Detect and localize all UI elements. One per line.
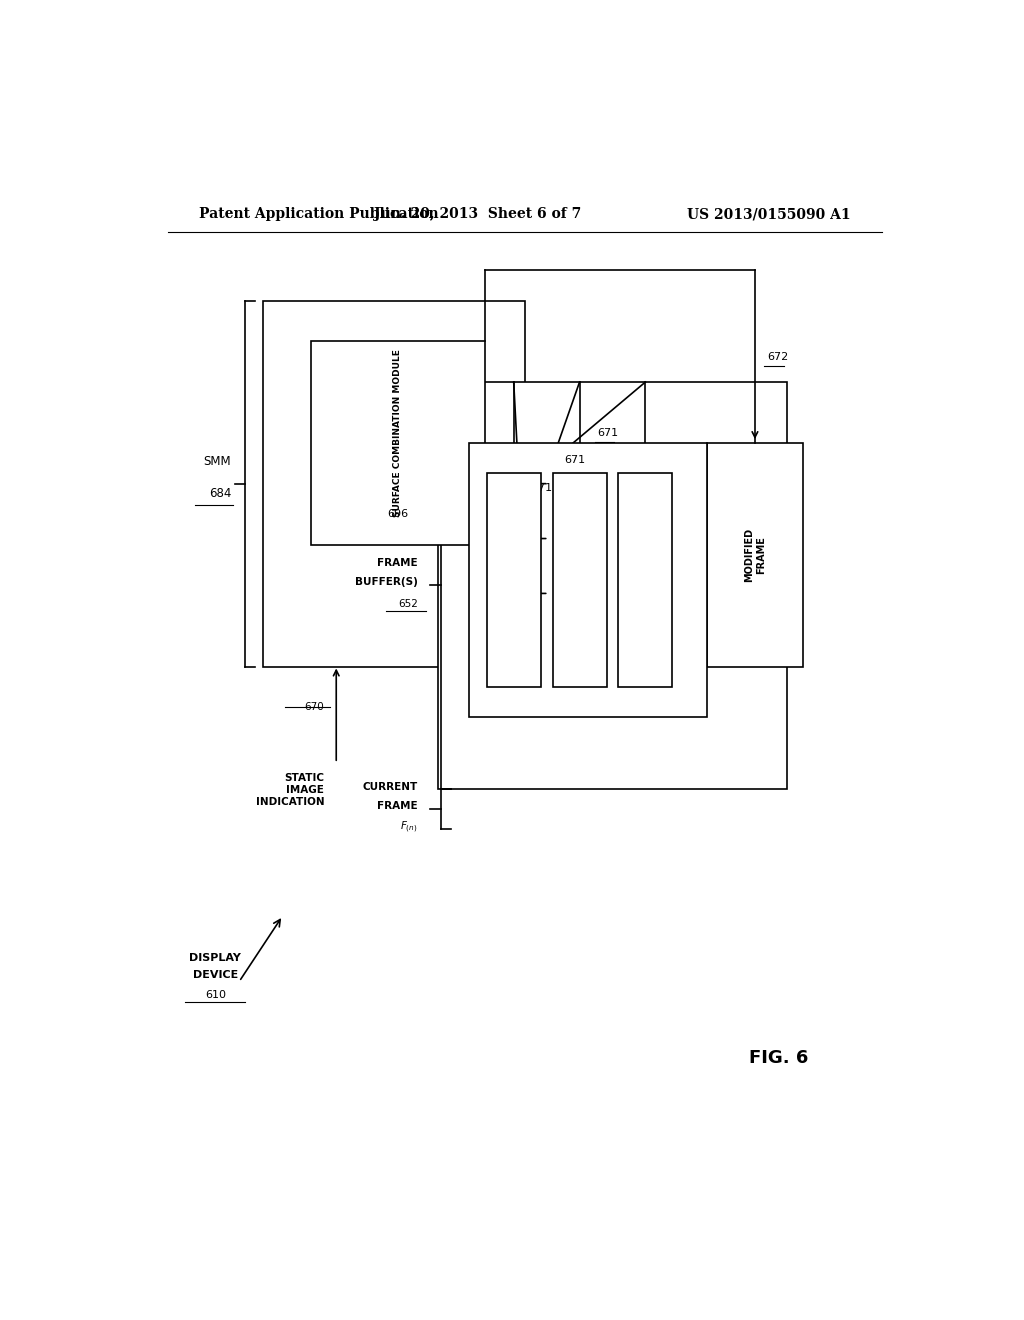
Text: SURFACE 3: SURFACE 3: [641, 553, 650, 607]
Text: BUFFER(S): BUFFER(S): [354, 577, 418, 587]
FancyBboxPatch shape: [263, 301, 524, 667]
Text: 671: 671: [597, 428, 618, 438]
Text: 671: 671: [564, 455, 585, 465]
FancyBboxPatch shape: [553, 474, 606, 686]
Text: 670: 670: [304, 702, 325, 713]
Text: STATIC
IMAGE
INDICATION: STATIC IMAGE INDICATION: [256, 774, 325, 807]
Text: Jun. 20, 2013  Sheet 6 of 7: Jun. 20, 2013 Sheet 6 of 7: [374, 207, 581, 222]
Text: MODIFIED
FRAME: MODIFIED FRAME: [744, 528, 766, 582]
Text: 684: 684: [209, 487, 231, 500]
FancyBboxPatch shape: [437, 381, 786, 788]
FancyBboxPatch shape: [708, 444, 803, 667]
FancyBboxPatch shape: [486, 474, 541, 686]
Text: SURFACE 1: SURFACE 1: [509, 553, 518, 607]
Text: DISPLAY: DISPLAY: [189, 953, 242, 964]
FancyBboxPatch shape: [310, 342, 485, 545]
Text: DEVICE: DEVICE: [193, 970, 238, 979]
Text: 610: 610: [205, 990, 226, 999]
Text: Patent Application Publication: Patent Application Publication: [200, 207, 439, 222]
FancyBboxPatch shape: [618, 474, 673, 686]
Text: US 2013/0155090 A1: US 2013/0155090 A1: [686, 207, 850, 222]
Text: SURFACE 2: SURFACE 2: [575, 553, 584, 607]
Text: 696: 696: [387, 510, 409, 519]
Text: 671: 671: [531, 483, 552, 492]
Text: $F_{(n)}$: $F_{(n)}$: [400, 820, 418, 834]
Text: 652: 652: [397, 598, 418, 609]
Text: CURRENT: CURRENT: [362, 781, 418, 792]
FancyBboxPatch shape: [469, 444, 708, 718]
Text: 672: 672: [767, 351, 788, 362]
Text: SURFACE COMBINATION MODULE: SURFACE COMBINATION MODULE: [393, 348, 402, 516]
Text: FRAME: FRAME: [377, 801, 418, 810]
Text: FRAME: FRAME: [377, 558, 418, 568]
Text: FIG. 6: FIG. 6: [750, 1049, 808, 1067]
Text: SMM: SMM: [204, 455, 231, 467]
